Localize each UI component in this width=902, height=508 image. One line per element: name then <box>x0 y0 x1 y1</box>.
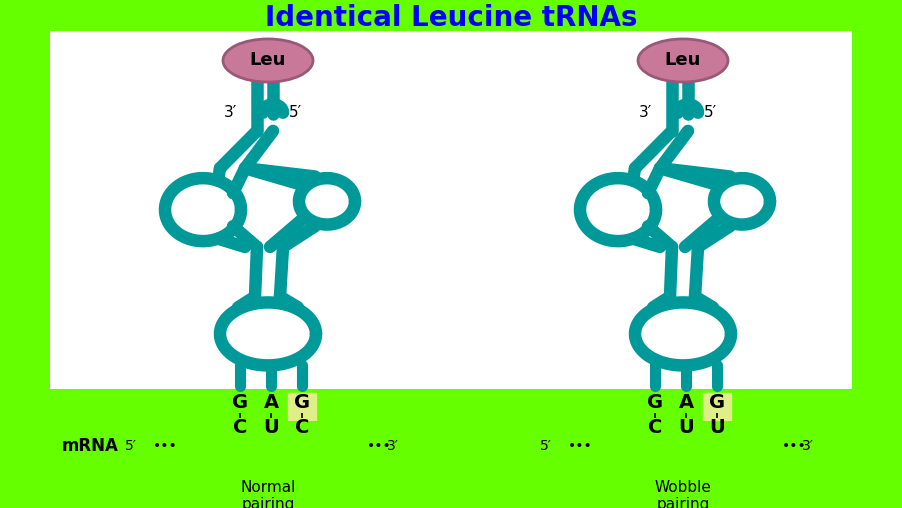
Text: G: G <box>232 393 248 412</box>
Text: 3′: 3′ <box>387 439 399 453</box>
Text: •••: ••• <box>153 439 178 453</box>
Text: 5′: 5′ <box>125 439 137 453</box>
Text: Identical Leucine tRNAs: Identical Leucine tRNAs <box>265 4 637 32</box>
Text: Wobble
pairing: Wobble pairing <box>655 480 712 508</box>
Text: mRNA: mRNA <box>61 437 118 455</box>
Text: U: U <box>263 418 279 437</box>
FancyBboxPatch shape <box>50 31 852 390</box>
Text: C: C <box>648 418 662 437</box>
Text: U: U <box>678 418 694 437</box>
Ellipse shape <box>638 39 728 82</box>
Text: C: C <box>233 418 247 437</box>
Text: 5′: 5′ <box>289 105 301 120</box>
Text: Leu: Leu <box>250 51 286 70</box>
Text: 5′: 5′ <box>704 105 716 120</box>
Text: •••: ••• <box>782 439 806 453</box>
Text: 3′: 3′ <box>639 105 651 120</box>
Text: •••: ••• <box>367 439 391 453</box>
Text: A: A <box>263 393 279 412</box>
Text: A: A <box>678 393 694 412</box>
FancyBboxPatch shape <box>288 393 316 436</box>
Text: C: C <box>295 418 309 437</box>
Text: G: G <box>294 393 310 412</box>
Text: Normal
pairing: Normal pairing <box>240 480 296 508</box>
Text: G: G <box>709 393 725 412</box>
Text: G: G <box>647 393 663 412</box>
Text: 5′: 5′ <box>540 439 552 453</box>
Text: •••: ••• <box>568 439 593 453</box>
FancyBboxPatch shape <box>703 393 731 436</box>
Ellipse shape <box>223 39 313 82</box>
Text: 3′: 3′ <box>224 105 236 120</box>
Text: 3′: 3′ <box>802 439 814 453</box>
Text: U: U <box>709 418 725 437</box>
Text: Leu: Leu <box>665 51 701 70</box>
